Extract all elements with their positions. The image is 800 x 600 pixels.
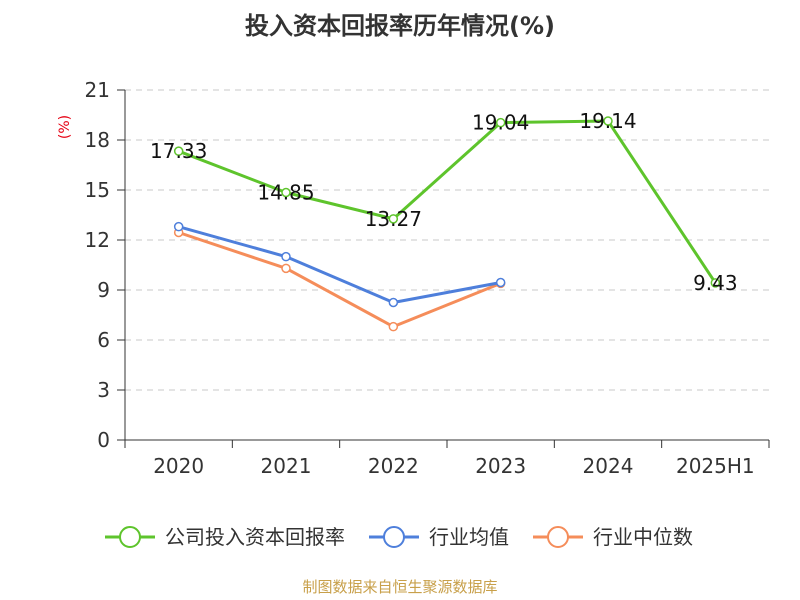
legend-item-2: 行业中位数 [533,525,693,549]
y-tick-label: 12 [85,228,110,252]
legend: 公司投入资本回报率 行业均值 行业中位数 [105,525,693,549]
y-tick-label: 15 [85,178,110,202]
y-tick-label: 18 [85,128,110,152]
legend-marker [547,526,569,548]
series-line [178,119,717,284]
axes: 0 3 6 9 12 15 18 21 2020 2021 2022 2023 2024 2025H1 [85,78,770,478]
y-tick-label: 9 [97,278,110,302]
legend-label: 行业均值 [429,525,509,549]
data-label: 13.27 [365,207,422,231]
chart-title: 投入资本回报率历年情况(%) [245,12,555,40]
data-label: 9.43 [693,271,738,295]
data-label: 14.85 [257,181,314,205]
x-tick-label: 2020 [153,454,204,478]
y-tick-label: 3 [97,378,110,402]
y-tick-label: 0 [97,428,110,452]
legend-marker [383,526,405,548]
source-note: 制图数据来自恒生聚源数据库 [302,578,497,596]
x-tick-label: 2025H1 [676,454,755,478]
y-tick-label: 21 [85,78,110,102]
series-line [178,225,501,304]
y-tick-label: 6 [97,328,110,352]
data-point [281,263,291,274]
data-point [603,116,613,126]
data-point [173,221,184,232]
x-tick-label: 2023 [475,454,526,478]
series-layer [173,116,721,332]
data-point [495,277,506,288]
x-tick-label: 2021 [261,454,312,478]
legend-label: 行业中位数 [593,525,693,549]
data-point [388,321,399,332]
legend-item-1: 行业均值 [369,525,509,549]
data-point [710,278,721,288]
data-label: 17.33 [150,139,207,163]
data-point [388,214,399,224]
legend-item-0: 公司投入资本回报率 [105,525,345,549]
series-0 [173,116,721,288]
data-point [173,146,184,156]
data-point [388,297,399,308]
data-label: 19.14 [579,109,636,133]
legend-marker [119,526,141,548]
data-point [281,187,291,198]
x-tick-label: 2024 [583,454,634,478]
data-point [495,117,506,128]
data-labels: 17.33 14.85 13.27 19.04 19.14 9.43 [150,109,738,295]
series-1 [173,221,506,308]
data-point [281,251,291,262]
grid [125,89,769,391]
series-line [178,231,502,329]
data-label: 19.04 [472,111,529,135]
x-tick-label: 2022 [368,454,419,478]
y-axis-label: (%) [57,115,73,139]
legend-label: 公司投入资本回报率 [165,525,345,549]
